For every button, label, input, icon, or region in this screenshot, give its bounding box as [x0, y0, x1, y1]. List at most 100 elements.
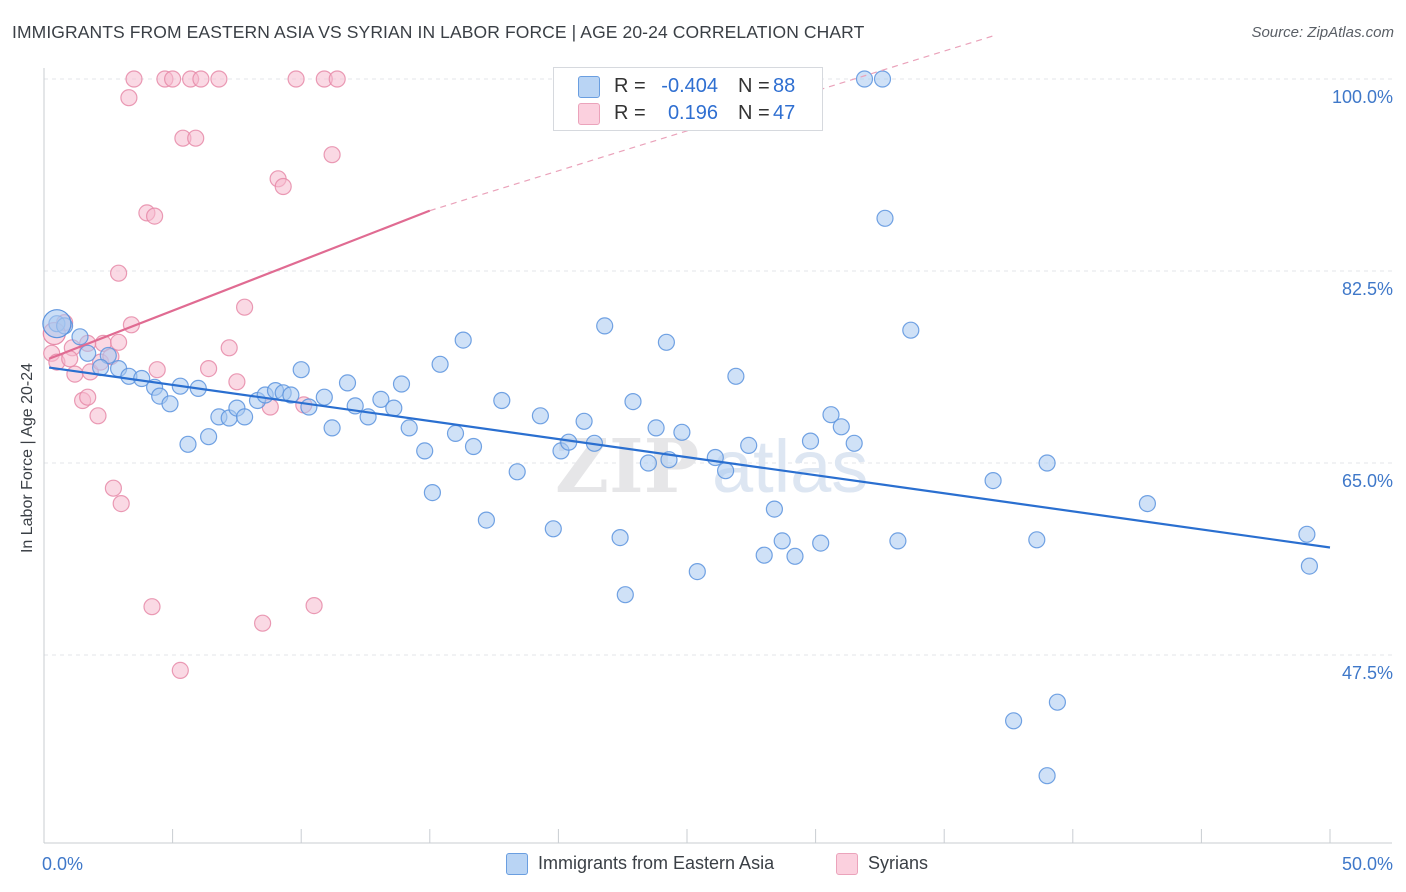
y-tick-label: 82.5% — [1342, 279, 1393, 299]
legend-swatch-pink — [578, 103, 600, 125]
eastern-asia-point — [706, 448, 724, 467]
n-label: N = — [738, 75, 770, 97]
series-legend: Immigrants from Eastern Asia Syrians — [0, 852, 1406, 878]
eastern-asia-point — [161, 395, 179, 413]
n-label: N = — [738, 102, 770, 124]
syrians-points — [42, 70, 346, 680]
trend-line-eastern-asia — [48, 366, 1331, 549]
eastern-asia-point — [773, 532, 791, 550]
stats-row-eastern-asia: R = -0.404 N = 88 — [554, 72, 822, 100]
eastern-asia-point — [282, 386, 300, 404]
x-tick-label: 50.0% — [1342, 854, 1393, 874]
eastern-asia-point — [616, 586, 634, 604]
eastern-asia-point — [372, 390, 390, 408]
eastern-asia-point — [385, 399, 403, 417]
eastern-asia-point — [812, 534, 830, 552]
eastern-asia-points — [42, 70, 1319, 785]
eastern-asia-point — [876, 209, 894, 227]
eastern-asia-point — [902, 321, 920, 339]
eastern-asia-point — [454, 331, 472, 349]
syrians-point — [210, 70, 228, 88]
eastern-asia-point — [873, 70, 892, 88]
eastern-asia-point — [1038, 454, 1056, 472]
syrians-point — [104, 479, 123, 497]
syrians-point — [192, 70, 210, 88]
eastern-asia-point — [786, 547, 804, 565]
eastern-asia-point — [531, 407, 550, 425]
eastern-asia-point — [822, 406, 840, 424]
source-credit: Source: ZipAtlas.com — [1251, 24, 1394, 41]
eastern-asia-point — [624, 393, 642, 411]
eastern-asia-point — [544, 520, 562, 538]
syrians-point — [148, 361, 166, 379]
eastern-asia-point — [1300, 557, 1319, 575]
eastern-asia-point — [42, 309, 72, 339]
syrians-point — [89, 407, 107, 425]
eastern-asia-point — [79, 344, 97, 362]
trend-layer — [48, 34, 1331, 549]
syrians-point — [328, 70, 346, 88]
eastern-asia-point — [755, 546, 773, 564]
grid-layer — [44, 78, 1392, 656]
eastern-asia-point — [727, 367, 745, 385]
eastern-asia-point — [508, 463, 526, 481]
eastern-asia-point — [338, 374, 357, 392]
syrians-point — [66, 365, 84, 383]
syrians-point — [287, 70, 305, 88]
y-axis-label: In Labor Force | Age 20-24 — [19, 362, 36, 554]
y-tick-label: 65.0% — [1342, 471, 1393, 491]
eastern-asia-point — [179, 435, 197, 453]
eastern-asia-point — [300, 398, 318, 416]
syrians-point — [305, 596, 323, 615]
eastern-asia-point — [1138, 495, 1157, 513]
eastern-asia-point — [400, 419, 418, 437]
eastern-asia-point — [855, 70, 874, 88]
eastern-asia-point — [575, 412, 593, 430]
n-value: 47 — [773, 102, 796, 124]
eastern-asia-point — [801, 432, 820, 450]
eastern-asia-point — [647, 419, 665, 437]
legend-label: Immigrants from Eastern Asia — [538, 853, 775, 873]
syrians-point — [323, 146, 341, 164]
syrians-point — [236, 298, 254, 316]
syrians-point — [171, 661, 189, 680]
eastern-asia-point — [984, 472, 1002, 490]
eastern-asia-point — [845, 434, 863, 452]
eastern-asia-point — [716, 462, 735, 480]
eastern-asia-point — [71, 328, 89, 346]
syrians-point — [200, 360, 218, 378]
eastern-asia-point — [446, 424, 465, 442]
y-tick-label: 47.5% — [1342, 663, 1393, 683]
syrians-point — [274, 177, 292, 196]
eastern-asia-point — [200, 428, 218, 446]
eastern-asia-point — [431, 355, 449, 373]
eastern-asia-point — [423, 484, 441, 502]
trend-line-syrians — [48, 209, 431, 360]
eastern-asia-point — [99, 346, 117, 365]
n-value: 88 — [773, 75, 796, 97]
syrians-point — [254, 614, 272, 632]
eastern-asia-point — [596, 317, 614, 335]
eastern-asia-point — [1038, 767, 1056, 785]
syrians-point — [143, 598, 161, 616]
eastern-asia-point — [889, 532, 907, 550]
axis-layer — [43, 68, 1392, 844]
r-label: R = — [614, 102, 646, 124]
legend-swatch-pink — [836, 853, 858, 875]
eastern-asia-point — [1028, 531, 1046, 549]
eastern-asia-point — [611, 528, 629, 547]
y-tick-label: 100.0% — [1332, 87, 1393, 107]
legend-swatch-blue — [578, 76, 600, 98]
r-value: -0.404 — [661, 75, 718, 97]
tick-labels: 100.0% 82.5% 65.0% 47.5% 0.0% 50.0% — [42, 87, 1393, 874]
x-tick-label: 0.0% — [42, 854, 83, 874]
eastern-asia-point — [493, 391, 511, 410]
eastern-asia-point — [464, 437, 483, 456]
eastern-asia-point — [315, 388, 333, 406]
eastern-asia-point — [673, 423, 691, 441]
eastern-asia-point — [392, 375, 411, 393]
watermark-atlas: atlas — [712, 425, 868, 508]
eastern-asia-point — [639, 454, 658, 472]
eastern-asia-point — [688, 562, 706, 581]
